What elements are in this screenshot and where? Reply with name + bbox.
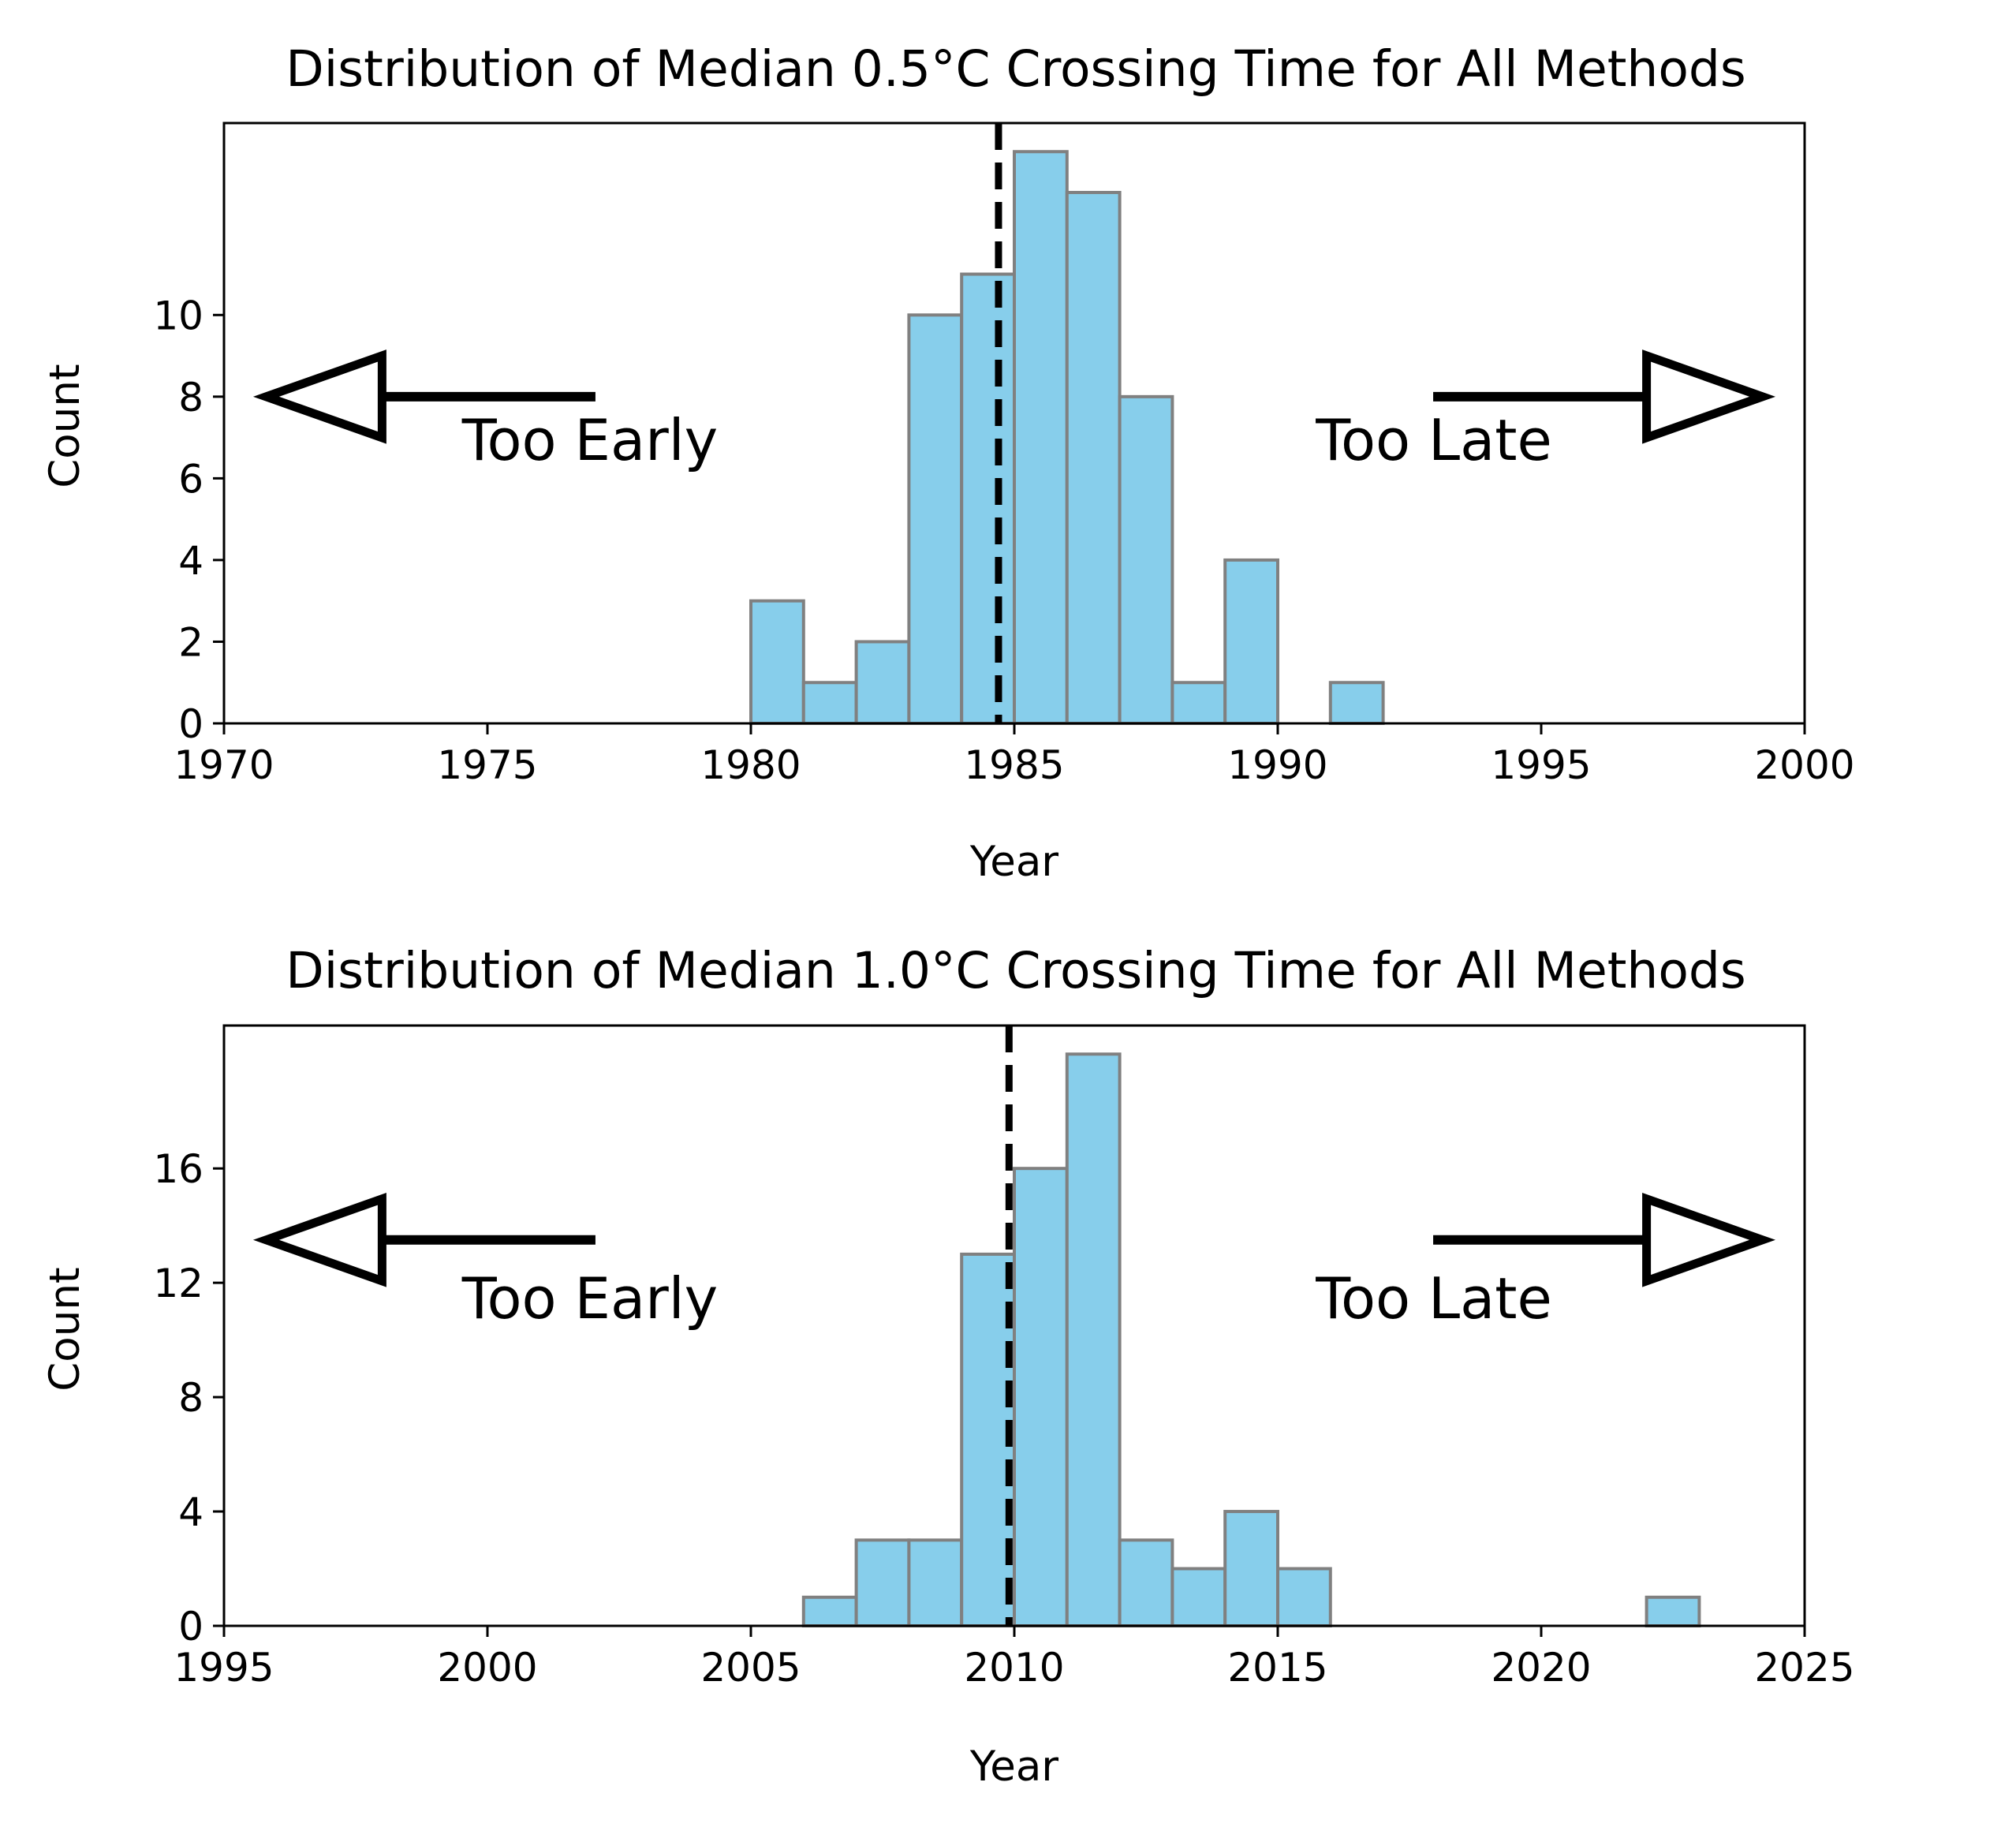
annotation-arrows bbox=[252, 349, 1776, 444]
x-tick-label: 1990 bbox=[1227, 742, 1327, 788]
x-tick-label: 1975 bbox=[437, 742, 537, 788]
y-tick-label: 0 bbox=[178, 701, 203, 747]
histogram-bars bbox=[801, 1052, 1701, 1628]
chart-panel-1.0C: Distribution of Median 1.0°C Crossing Ti… bbox=[41, 942, 1855, 1791]
histogram-bar bbox=[1223, 1510, 1279, 1627]
histogram-bars bbox=[749, 150, 1385, 726]
x-tick-label: 1985 bbox=[964, 742, 1064, 788]
too-early-arrow-head bbox=[252, 349, 386, 444]
y-axis-label: Count bbox=[41, 1267, 89, 1391]
too-late-label: Too Late bbox=[1315, 1265, 1552, 1332]
y-tick-label: 8 bbox=[178, 1375, 203, 1421]
too-early-label: Too Early bbox=[461, 1265, 719, 1332]
histogram-bar bbox=[1065, 1052, 1122, 1627]
y-tick-label: 6 bbox=[178, 456, 203, 502]
histogram-bar bbox=[1645, 1595, 1701, 1628]
too-late-label: Too Late bbox=[1315, 407, 1552, 473]
too-early-arrow-head bbox=[252, 1193, 386, 1287]
annotation-arrows bbox=[252, 1193, 1776, 1287]
too-late-arrow-head bbox=[1642, 349, 1776, 444]
histogram-bar bbox=[1276, 1567, 1332, 1627]
y-tick-label: 4 bbox=[178, 538, 203, 584]
y-axis-ticks: 0 4 8 12 16 bbox=[153, 1146, 224, 1650]
y-tick-label: 12 bbox=[153, 1261, 203, 1306]
histogram-bar bbox=[1118, 1538, 1174, 1628]
histogram-bar bbox=[854, 1538, 911, 1628]
too-late-arrow-head bbox=[1642, 1193, 1776, 1287]
histogram-bar bbox=[1328, 681, 1385, 725]
chart-panel-0.5C: Distribution of Median 0.5°C Crossing Ti… bbox=[41, 40, 1855, 886]
x-tick-label: 1970 bbox=[174, 742, 274, 788]
histogram-bar bbox=[1013, 150, 1069, 725]
x-tick-label: 2010 bbox=[964, 1645, 1064, 1691]
y-tick-label: 4 bbox=[178, 1489, 203, 1535]
histogram-bar bbox=[1118, 394, 1174, 725]
x-axis-ticks: 1995 2000 2005 2010 2015 2020 2025 bbox=[174, 1626, 1855, 1691]
too-early-label: Too Early bbox=[461, 407, 719, 473]
histogram-bar bbox=[1170, 681, 1227, 725]
chart-title: Distribution of Median 1.0°C Crossing Ti… bbox=[286, 942, 1745, 999]
y-tick-label: 0 bbox=[178, 1604, 203, 1650]
histogram-bar bbox=[960, 272, 1016, 726]
y-tick-label: 16 bbox=[153, 1146, 203, 1192]
x-tick-label: 2020 bbox=[1491, 1645, 1591, 1691]
histogram-bar bbox=[1170, 1567, 1227, 1627]
histogram-bar bbox=[1223, 558, 1279, 725]
x-tick-label: 2005 bbox=[700, 1645, 801, 1691]
x-tick-label: 2000 bbox=[437, 1645, 537, 1691]
y-tick-label: 8 bbox=[178, 375, 203, 420]
histogram-bar bbox=[801, 1595, 858, 1628]
y-axis-label: Count bbox=[41, 364, 89, 488]
x-axis-label: Year bbox=[969, 838, 1058, 886]
x-tick-label: 2025 bbox=[1754, 1645, 1854, 1691]
x-axis-label: Year bbox=[969, 1743, 1058, 1791]
y-tick-label: 10 bbox=[153, 293, 203, 338]
histogram-bar bbox=[1065, 191, 1122, 726]
x-tick-label: 1995 bbox=[1491, 742, 1591, 788]
chart-title: Distribution of Median 0.5°C Crossing Ti… bbox=[286, 40, 1745, 98]
histogram-bar bbox=[854, 640, 911, 725]
plot-frame bbox=[222, 1024, 1806, 1627]
y-axis-ticks: 0 2 4 6 8 10 bbox=[153, 293, 224, 747]
y-tick-label: 2 bbox=[178, 619, 203, 665]
histogram-bar bbox=[801, 681, 858, 725]
x-tick-label: 2000 bbox=[1754, 742, 1854, 788]
histogram-bar bbox=[907, 313, 964, 725]
x-tick-label: 2015 bbox=[1227, 1645, 1327, 1691]
x-tick-label: 1995 bbox=[174, 1645, 274, 1691]
plot-frame bbox=[222, 121, 1806, 725]
histogram-bar bbox=[907, 1538, 964, 1628]
histogram-bar bbox=[1013, 1167, 1069, 1627]
histogram-bar bbox=[749, 599, 805, 725]
x-tick-label: 1980 bbox=[700, 742, 801, 788]
x-axis-ticks: 1970 1975 1980 1985 1990 1995 2000 bbox=[174, 723, 1855, 788]
